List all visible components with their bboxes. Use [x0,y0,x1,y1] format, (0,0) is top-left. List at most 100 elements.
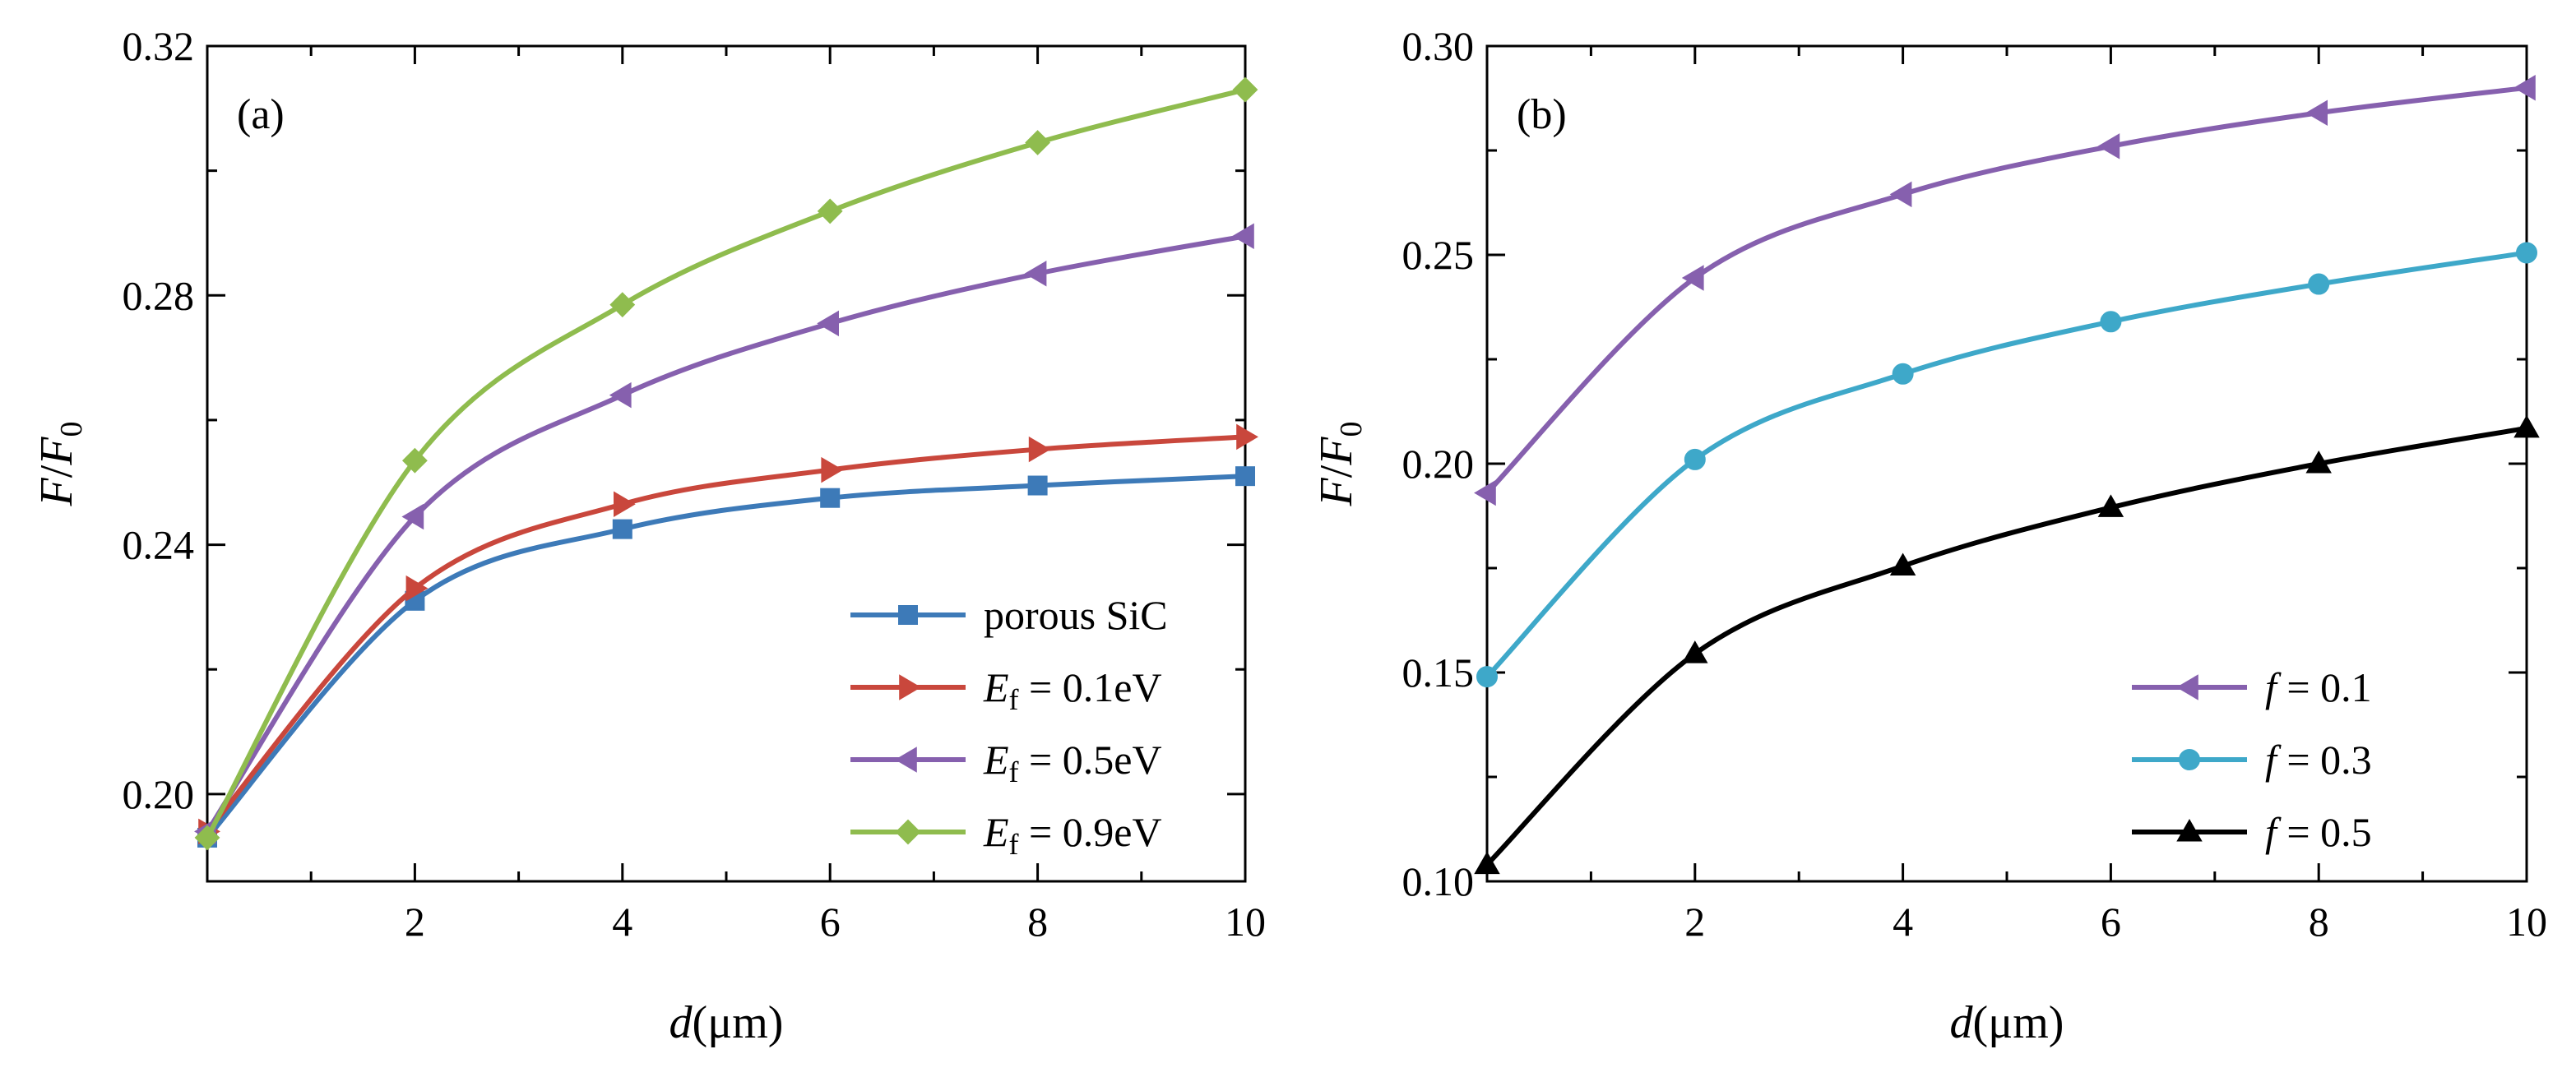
legend-text-rest: = 0.5eV [1019,737,1162,783]
y-axis-var2: F [31,437,82,466]
legend-entry: f = 0.5 [2132,809,2372,855]
legend-text-sub: f [1009,756,1019,788]
y-tick-label: 0.25 [1402,232,1475,278]
legend-label: f = 0.3 [2265,737,2372,783]
data-point [2305,450,2332,474]
data-point [2513,75,2536,101]
series [194,76,1258,851]
legend-entry: f = 0.1 [2132,664,2372,710]
y-axis-sep: / [31,465,82,478]
series-line [1485,85,2527,495]
chart-panel-a: 2 4 6 8 100.200.240.280.32(a)d(μm)F/F0porous… [31,23,1266,1048]
series-line [1485,250,2527,679]
series-line [205,233,1246,833]
data-point [2513,414,2540,438]
y-tick-label: 0.30 [1402,23,1475,69]
data-point [1476,666,1498,688]
series [198,423,1258,845]
data-point [1232,76,1258,103]
legend-marker [2176,818,2203,842]
legend-text-main: porous SiC [984,592,1168,638]
y-axis-var: F [1311,478,1362,507]
x-tick-label: 2 [1684,899,1705,945]
legend-text-var: E [983,809,1009,855]
legend-label: Ef = 0.9eV [983,809,1162,861]
legend-label: Ef = 0.5eV [983,737,1162,788]
data-point [2305,99,2328,127]
y-tick-label: 0.15 [1402,649,1475,696]
x-axis-var: d [669,997,693,1048]
data-point [612,519,632,539]
y-axis-var: F [31,478,82,507]
data-point [2097,133,2120,159]
legend-text-sub: f [1009,683,1019,716]
y-axis-var2: F [1311,437,1362,466]
data-point [614,491,636,518]
x-tick-label: 2 [405,899,425,945]
legend-marker [899,674,921,700]
data-point [2100,311,2122,333]
panel-label: (b) [1517,91,1567,138]
legend-text-rest: = 0.5 [2277,809,2372,855]
data-point [401,503,424,530]
series [1474,75,2536,506]
legend-entry: porous SiC [850,592,1168,638]
data-point [817,310,839,337]
legend-text-var: E [983,664,1009,710]
legend-label: f = 0.1 [2265,664,2372,710]
legend-entry: Ef = 0.9eV [850,809,1162,861]
data-point [1232,223,1254,250]
data-point [1892,363,1914,385]
x-axis-var: d [1950,997,1974,1048]
y-axis-title: F/F0 [31,422,89,507]
legend-text-rest: = 0.1eV [1019,664,1162,710]
data-point [1235,466,1255,487]
data-point [2308,273,2330,295]
data-point [1027,475,1048,496]
y-tick-label: 0.20 [123,771,195,817]
data-point [194,825,220,851]
series-line [1485,425,2527,867]
data-point [820,488,841,508]
y-tick-label: 0.24 [123,522,195,568]
data-point [2516,242,2537,264]
legend-entry: f = 0.3 [2132,737,2372,783]
legend-marker [895,747,917,773]
x-tick-label: 6 [2101,899,2121,945]
legend-entry: Ef = 0.1eV [850,664,1162,716]
x-axis-title: d(μm) [669,997,784,1048]
legend-text-sub: f [1009,828,1019,861]
data-point [2097,494,2124,517]
series-line [205,434,1246,834]
legend-text-var: E [983,737,1009,783]
y-axis-title: F/F0 [1311,422,1369,507]
data-point [1028,436,1051,463]
legend-text-rest: = 0.1 [2277,664,2372,710]
data-point [1474,851,1500,875]
legend-label: f = 0.5 [2265,809,2372,855]
y-axis-sub: 0 [54,422,89,437]
data-point [817,198,843,224]
y-axis-sub: 0 [1334,422,1369,437]
data-point [1684,448,1706,470]
x-tick-label: 10 [1225,899,1266,945]
data-point [609,381,632,409]
data-point [1236,423,1258,451]
x-tick-label: 10 [2506,899,2547,945]
data-point [405,575,429,602]
data-point [1024,260,1047,287]
series [197,466,1255,848]
data-point [1682,640,1708,663]
legend-marker [2176,674,2198,700]
data-point [1889,181,1912,208]
x-axis-unit: (μm) [1973,997,2064,1048]
legend-text-rest: = 0.9eV [1019,809,1162,855]
x-tick-label: 8 [2309,899,2329,945]
chart-panel-b: 2 4 6 8 100.100.150.200.250.30(b)d(μm)F/F0f … [1311,23,2547,1048]
data-point [1889,552,1916,575]
data-point [1681,265,1704,291]
legend-marker [898,605,918,625]
y-tick-label: 0.20 [1402,441,1475,487]
legend-label: Ef = 0.1eV [983,664,1162,716]
